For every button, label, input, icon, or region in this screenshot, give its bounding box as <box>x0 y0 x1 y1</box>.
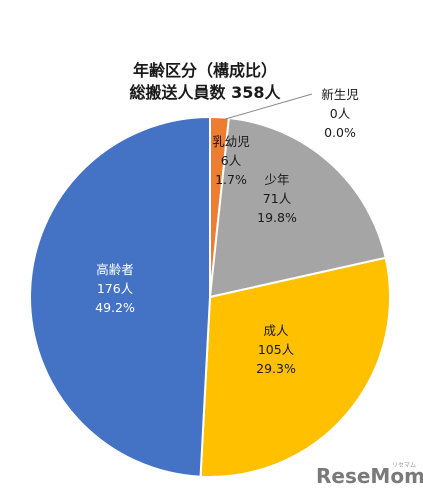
pie-label-line: 乳幼児 <box>212 134 250 149</box>
pie-label-0: 新生児 0人 0.0% <box>321 87 359 140</box>
pie-label-line: 少年 <box>264 172 289 187</box>
pie-label-line: 176人 <box>97 281 134 296</box>
pie-label-line: 19.8% <box>257 210 297 225</box>
pie-label-line: 1.7% <box>215 172 247 187</box>
pie-label-line: 105人 <box>258 342 295 357</box>
watermark-sub: リセマム <box>392 462 416 469</box>
watermark-brand: ReseMom <box>316 464 423 488</box>
pie-label-line: 6人 <box>221 153 242 168</box>
chart-title-line-1: 年齢区分（構成比） <box>133 61 277 80</box>
pie-slice-2 <box>208 116 387 299</box>
pie-label-line: 高齢者 <box>96 262 134 277</box>
leader-line <box>221 93 313 121</box>
pie-label-3: 成人 105人 29.3% <box>256 323 296 376</box>
pie-label-line: 0.0% <box>324 125 356 140</box>
pie-label-line: 29.3% <box>256 361 296 376</box>
pie-label-line: 新生児 <box>321 87 359 102</box>
chart-title-line-2: 総搬送人員数 358人 <box>130 83 282 102</box>
pie-label-line: 71人 <box>263 191 292 206</box>
pie-slice-4 <box>29 115 211 478</box>
pie-labels: 新生児 0人 0.0% 乳幼児 6人 1.7% 少年 71人 19.8% 成人 105人 29.3% 高… <box>95 87 359 376</box>
pie-label-2: 少年 71人 19.8% <box>257 172 297 225</box>
pie-label-line: 成人 <box>263 323 289 338</box>
pie-label-1: 乳幼児 6人 1.7% <box>212 134 250 187</box>
pie-label-line: 49.2% <box>95 300 135 315</box>
pie-slice-3 <box>199 256 391 478</box>
pie-label-line: 0人 <box>330 106 351 121</box>
pie-slices <box>29 115 391 478</box>
pie-label-4: 高齢者 176人 49.2% <box>95 262 135 315</box>
watermark: ReseMom リセマム <box>316 462 423 488</box>
